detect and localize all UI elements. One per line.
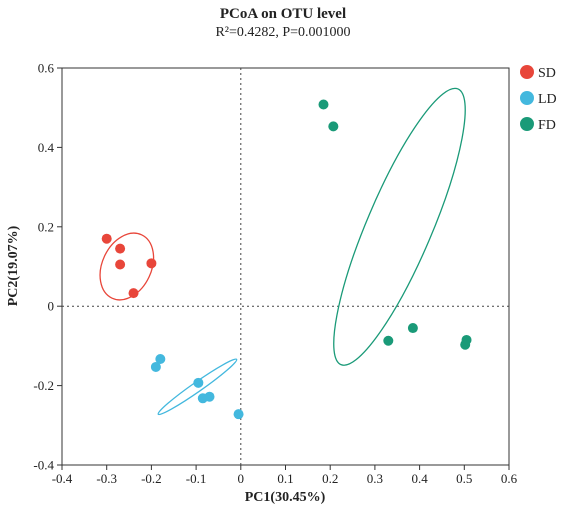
x-tick-label: 0.2 [322,471,338,486]
point-ld [155,354,166,365]
y-tick-label: -0.2 [33,378,54,393]
point-fd [318,99,329,110]
x-tick-label: -0.3 [96,471,117,486]
point-sd [146,258,157,269]
y-tick-label: 0.4 [38,140,55,155]
point-fd [407,323,418,334]
x-tick-label: -0.1 [186,471,207,486]
ellipse-sd [99,232,155,301]
ellipse-fd [333,87,466,366]
y-tick-label: 0.6 [38,61,55,76]
point-sd [101,233,112,244]
legend: SD LD FD [520,65,557,133]
x-axis-ticks: -0.4 -0.3 -0.2 -0.1 0 0.1 0.2 0.3 0.4 0.5 0.6 [52,465,518,486]
y-tick-label: 0.2 [38,219,54,234]
chart-subtitle: R²=0.4282, P=0.001000 [215,25,350,40]
point-ld [204,391,215,402]
x-tick-label: 0.1 [277,471,293,486]
x-tick-label: 0.4 [411,471,428,486]
point-fd [328,121,339,132]
reference-lines [62,68,509,465]
x-tick-label: 0 [238,471,245,486]
y-tick-label: 0 [48,299,55,314]
point-fd [383,335,394,346]
data-points [101,99,472,420]
point-ld [150,361,161,372]
plot-frame [61,67,510,466]
legend-marker-fd [520,117,534,131]
x-axis-label: PC1(30.45%) [245,490,326,505]
chart-title: PCoA on OTU level [220,6,346,22]
legend-label-ld: LD [538,92,557,107]
legend-label-fd: FD [538,118,556,133]
point-ld [193,377,204,388]
legend-marker-sd [520,65,534,79]
y-axis-label: PC2(19.07%) [6,225,21,306]
x-tick-label: 0.5 [456,471,472,486]
point-sd [128,288,139,299]
legend-marker-ld [520,91,534,105]
x-tick-label: 0.3 [367,471,383,486]
point-sd [115,243,126,254]
x-tick-label: -0.2 [141,471,162,486]
x-tick-label: 0.6 [501,471,518,486]
x-tick-label: -0.4 [52,471,73,486]
point-fd [460,339,471,350]
point-ld [233,409,244,420]
y-axis-ticks: -0.4 -0.2 0 0.2 0.4 0.6 [33,61,62,473]
point-sd [115,259,126,270]
legend-label-sd: SD [538,66,556,81]
y-tick-label: -0.4 [33,458,54,473]
confidence-ellipses [99,87,466,416]
